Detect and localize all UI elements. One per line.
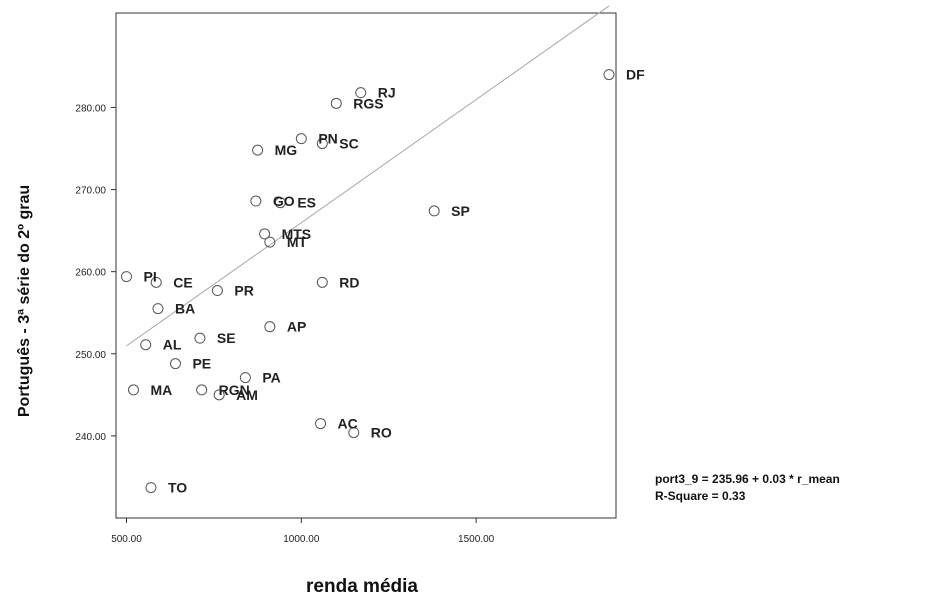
y-tick-label: 280.00 — [75, 103, 106, 114]
data-point-go — [250, 195, 262, 207]
data-point-se — [194, 332, 206, 344]
point-label-to: TO — [168, 480, 187, 496]
data-point-pi — [120, 271, 132, 283]
data-point-mg — [252, 144, 264, 156]
data-point-ap — [264, 321, 276, 333]
point-label-pr: PR — [234, 283, 253, 299]
x-tick-label: 1500.00 — [458, 534, 495, 545]
x-axis: 500.00 1000.00 1500.00 — [111, 518, 495, 545]
x-tick-label: 500.00 — [111, 534, 142, 545]
y-tick-label: 270.00 — [75, 186, 106, 197]
y-axis-title: Português - 3ª série do 2º grau — [16, 185, 33, 417]
point-label-ma: MA — [150, 382, 172, 398]
point-label-am: AM — [236, 387, 258, 403]
point-label-mt: MT — [287, 234, 308, 250]
point-label-al: AL — [163, 337, 182, 353]
data-point-ce — [150, 276, 162, 288]
point-label-df: DF — [626, 67, 645, 83]
r-square-annotation: R-Square = 0.33 — [655, 489, 746, 503]
y-tick-label: 260.00 — [75, 268, 106, 279]
point-label-ba: BA — [175, 301, 195, 317]
y-tick-label: 250.00 — [75, 350, 106, 361]
x-axis-title: renda média — [306, 576, 418, 597]
point-label-rgs: RGS — [353, 95, 383, 111]
data-point-ma — [127, 384, 139, 396]
data-point-sp — [428, 205, 440, 217]
point-label-ce: CE — [173, 274, 192, 290]
data-point-df — [603, 69, 615, 81]
point-label-pn: PN — [318, 131, 337, 147]
data-point-rgs — [330, 97, 342, 109]
data-point-ba — [152, 303, 164, 315]
point-label-rj: RJ — [378, 85, 396, 101]
point-label-ac: AC — [338, 416, 358, 432]
point-label-pi: PI — [143, 269, 156, 285]
data-point-ac — [315, 418, 327, 430]
point-label-pa: PA — [262, 370, 280, 386]
point-label-sp: SP — [451, 203, 470, 219]
point-label-se: SE — [217, 330, 236, 346]
data-point-mts — [259, 228, 271, 240]
points-layer — [120, 69, 615, 494]
point-label-sc: SC — [339, 136, 358, 152]
plot-frame — [115, 12, 617, 519]
y-tick-label: 240.00 — [75, 432, 106, 443]
data-point-es — [274, 197, 286, 209]
fit-line-layer — [126, 5, 610, 347]
y-axis: 240.00 250.00 260.00 270.00 280.00 — [75, 103, 116, 443]
point-label-mts: MTS — [282, 226, 312, 242]
data-point-to — [145, 482, 157, 494]
point-label-go: GO — [273, 193, 295, 209]
point-label-rd: RD — [339, 274, 359, 290]
data-point-al — [140, 339, 152, 351]
data-point-rgn — [196, 384, 208, 396]
data-point-pr — [211, 285, 223, 297]
point-label-ro: RO — [371, 425, 392, 441]
point-label-pe: PE — [192, 356, 211, 372]
data-point-rj — [355, 87, 367, 99]
data-point-pa — [239, 372, 251, 384]
data-point-pe — [169, 358, 181, 370]
data-point-ro — [348, 427, 360, 439]
fit-line — [126, 5, 610, 347]
point-label-rgn: RGN — [219, 382, 250, 398]
point-label-es: ES — [297, 195, 316, 211]
point-label-ap: AP — [287, 319, 306, 335]
data-point-pn — [295, 133, 307, 145]
data-point-mt — [264, 236, 276, 248]
data-point-am — [213, 389, 225, 401]
regression-equation: port3_9 = 235.96 + 0.03 * r_mean — [655, 472, 840, 486]
x-tick-label: 1000.00 — [283, 534, 320, 545]
data-point-sc — [316, 138, 328, 150]
point-label-mg: MG — [275, 142, 298, 158]
data-point-rd — [316, 276, 328, 288]
